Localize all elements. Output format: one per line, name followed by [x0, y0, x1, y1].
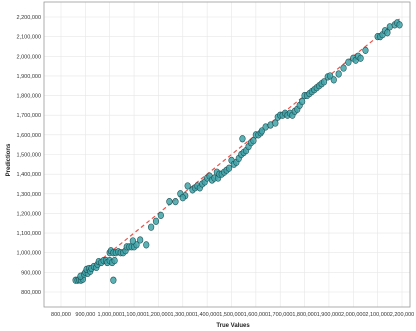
x-tick-label: 1,500,000 — [219, 312, 243, 318]
data-point — [143, 241, 150, 249]
data-point — [357, 54, 364, 62]
gridlines — [44, 2, 410, 307]
x-axis-label: True Values — [216, 323, 250, 329]
y-tick-label: 1,800,000 — [17, 94, 41, 100]
y-tick-label: 1,300,000 — [17, 192, 41, 198]
data-point — [129, 237, 136, 245]
y-tick-label: 2,100,000 — [17, 35, 41, 41]
data-point — [179, 194, 186, 202]
y-axis-label: Predictions — [6, 143, 12, 176]
x-tick-label: 1,400,000 — [195, 312, 219, 318]
y-tick-label: 1,100,000 — [17, 231, 41, 237]
data-point — [172, 198, 179, 206]
data-point — [184, 182, 191, 190]
data-point — [166, 198, 173, 206]
x-tick-label: 1,800,000 — [292, 312, 316, 318]
plot-frame — [43, 1, 411, 308]
x-tick-label: 2,000,000 — [341, 312, 365, 318]
data-point — [362, 46, 369, 54]
tick-labels: 800,000 900,000 1,000,000 1,100,000 1,200,00… — [17, 15, 415, 318]
data-point — [340, 64, 347, 72]
y-tick-label: 1,900,000 — [17, 74, 41, 80]
data-point — [320, 78, 328, 86]
data-point — [239, 135, 246, 143]
y-tick-label: 2,200,000 — [17, 15, 41, 21]
data-point — [152, 217, 160, 225]
x-tick-label: 1,000,000 — [97, 312, 121, 318]
y-tick-label: 1,500,000 — [17, 153, 41, 159]
data-point — [250, 137, 257, 145]
data-point — [396, 21, 403, 29]
x-tick-label: 1,900,000 — [317, 312, 341, 318]
y-tick-label: 1,600,000 — [17, 133, 41, 139]
x-tick-label: 1,100,000 — [122, 312, 146, 318]
data-points — [72, 19, 403, 284]
data-point — [384, 29, 391, 37]
data-point — [345, 58, 352, 66]
data-point — [157, 211, 164, 219]
x-tick-label: 2,100,000 — [365, 312, 389, 318]
x-tick-label: 800,000 — [51, 312, 71, 318]
data-point — [111, 256, 118, 265]
data-point — [148, 223, 155, 231]
x-tick-label: 1,600,000 — [244, 312, 268, 318]
y-tick-label: 900,000 — [21, 270, 41, 276]
data-point — [110, 276, 117, 284]
y-tick-label: 1,400,000 — [17, 172, 41, 178]
data-point — [299, 97, 306, 106]
data-point — [225, 164, 233, 172]
x-tick-label: 1,300,000 — [171, 312, 195, 318]
data-point — [330, 76, 337, 84]
data-point — [272, 119, 279, 127]
y-tick-label: 2,000,000 — [17, 54, 41, 60]
y-tick-label: 1,200,000 — [17, 211, 41, 217]
x-tick-label: 2,200,000 — [390, 312, 414, 318]
y-tick-label: 1,000,000 — [17, 251, 41, 257]
x-tick-label: 1,700,000 — [268, 312, 292, 318]
data-point — [335, 70, 342, 78]
x-tick-label: 1,200,000 — [146, 312, 170, 318]
x-tick-label: 900,000 — [75, 312, 95, 318]
data-point — [137, 236, 144, 244]
y-tick-label: 800,000 — [21, 290, 41, 296]
y-tick-label: 1,700,000 — [17, 113, 41, 119]
